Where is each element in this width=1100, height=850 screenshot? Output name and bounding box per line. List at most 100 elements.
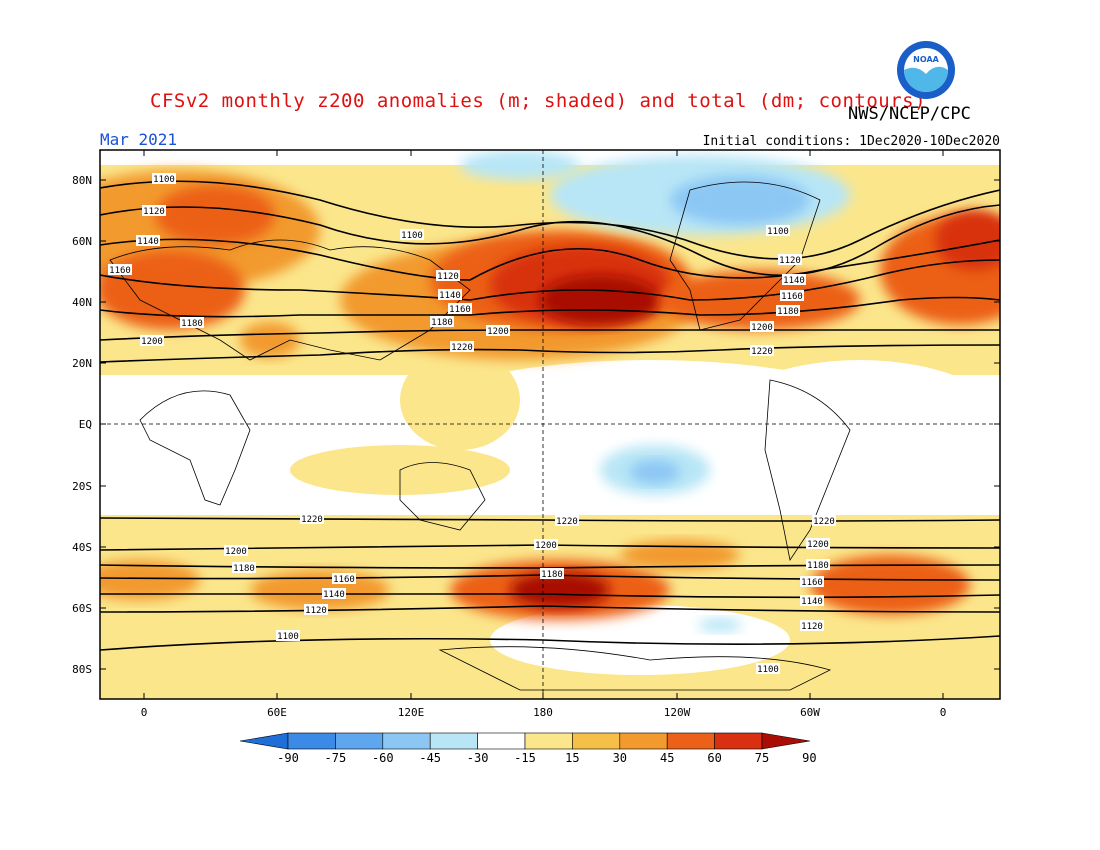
svg-text:1140: 1140	[783, 276, 805, 286]
svg-text:1160: 1160	[109, 266, 131, 276]
colorbar-label: 75	[755, 751, 769, 765]
agency-label: NWS/NCEP/CPC	[848, 104, 971, 124]
svg-text:1200: 1200	[141, 337, 163, 347]
contour-label: 1220	[750, 345, 774, 357]
contour-label: 1180	[180, 317, 204, 329]
colorbar-label: -15	[514, 751, 536, 765]
contour-label: 1140	[782, 274, 806, 286]
lon-label: 120E	[398, 706, 425, 719]
contour-label: 1200	[750, 321, 774, 333]
svg-text:1140: 1140	[439, 291, 461, 301]
svg-text:1200: 1200	[225, 547, 247, 557]
colorbar-swatch	[524, 732, 573, 750]
colorbar-swatch	[666, 732, 715, 750]
lon-label: 0	[940, 706, 947, 719]
contour-label: 1180	[776, 305, 800, 317]
contour-label: 1140	[322, 588, 346, 600]
colorbar-label: -60	[372, 751, 394, 765]
lat-label: 20N	[72, 357, 92, 370]
colorbar-swatch	[287, 732, 336, 750]
noaa-logo: NOAA	[897, 41, 955, 99]
contour-label: 1120	[304, 604, 328, 616]
contour-label: 1120	[778, 254, 802, 266]
svg-text:1180: 1180	[233, 564, 255, 574]
contour-label: 1160	[448, 303, 472, 315]
contour-label: 1160	[108, 264, 132, 276]
lon-axis: 0 60E 120E 180 120W 60W 0	[141, 150, 947, 719]
colorbar-arrow-left	[239, 732, 289, 750]
contour-label: 1180	[540, 568, 564, 580]
svg-text:1180: 1180	[181, 319, 203, 329]
svg-text:1100: 1100	[401, 231, 423, 241]
colorbar-label: 30	[613, 751, 627, 765]
contour-label: 1140	[438, 289, 462, 301]
lat-label: 40N	[72, 296, 92, 309]
contour-label: 1180	[806, 559, 830, 571]
contour-label: 1220	[812, 515, 836, 527]
svg-text:1220: 1220	[751, 347, 773, 357]
contour-label: 1160	[332, 573, 356, 585]
contour-label: 1140	[800, 595, 824, 607]
svg-text:1120: 1120	[779, 256, 801, 266]
svg-text:1160: 1160	[333, 575, 355, 585]
colorbar-swatch	[572, 732, 621, 750]
svg-text:1160: 1160	[449, 305, 471, 315]
svg-text:1100: 1100	[277, 632, 299, 642]
colorbar-label: -90	[277, 751, 299, 765]
lat-label: 60S	[72, 602, 92, 615]
svg-text:1200: 1200	[751, 323, 773, 333]
colorbar-label: 60	[707, 751, 721, 765]
contour-label: 1100	[400, 229, 424, 241]
contour-label: 1100	[152, 173, 176, 185]
contour-label: 1120	[800, 620, 824, 632]
lat-axis: 80N 60N 40N 20N EQ 20S 40S 60S 80S	[72, 174, 1000, 676]
anomaly-shading	[100, 150, 1000, 699]
lat-label: 40S	[72, 541, 92, 554]
contour-label: 1200	[224, 545, 248, 557]
lon-label: 0	[141, 706, 148, 719]
contour-label: 1140	[136, 235, 160, 247]
svg-text:1140: 1140	[137, 237, 159, 247]
colorbar-swatch	[619, 732, 668, 750]
lon-label: 60E	[267, 706, 287, 719]
svg-text:1180: 1180	[541, 570, 563, 580]
logo-text: NOAA	[913, 55, 939, 64]
svg-text:1120: 1120	[801, 622, 823, 632]
lat-label: 80S	[72, 663, 92, 676]
colorbar-swatch	[714, 732, 763, 750]
svg-text:1120: 1120	[437, 272, 459, 282]
svg-text:1160: 1160	[781, 292, 803, 302]
lat-label: EQ	[79, 418, 92, 431]
contour-label: 1180	[232, 562, 256, 574]
svg-text:1100: 1100	[767, 227, 789, 237]
svg-text:1180: 1180	[777, 307, 799, 317]
colorbar-label: 15	[565, 751, 579, 765]
contour-labels: 1100 1120 1140 1160 1180 1200 1100 1120 …	[108, 173, 836, 675]
colorbar-arrow-right	[761, 732, 811, 750]
contour-label: 1120	[436, 270, 460, 282]
lat-label: 80N	[72, 174, 92, 187]
colorbar-swatch	[335, 732, 384, 750]
svg-text:1140: 1140	[323, 590, 345, 600]
contour-label: 1200	[140, 335, 164, 347]
svg-text:1100: 1100	[153, 175, 175, 185]
svg-text:1180: 1180	[807, 561, 829, 571]
svg-text:1220: 1220	[451, 343, 473, 353]
contour-label: 1100	[766, 225, 790, 237]
colorbar-label: 90	[802, 751, 816, 765]
lon-label: 60W	[800, 706, 820, 719]
svg-text:1160: 1160	[801, 578, 823, 588]
contour-label: 1200	[806, 538, 830, 550]
contour-label: 1200	[534, 539, 558, 551]
contour-label: 1220	[450, 341, 474, 353]
svg-text:1120: 1120	[143, 207, 165, 217]
svg-text:1220: 1220	[813, 517, 835, 527]
lat-label: 20S	[72, 480, 92, 493]
colorbar-label: -45	[419, 751, 441, 765]
contour-label: 1100	[276, 630, 300, 642]
svg-text:1220: 1220	[556, 517, 578, 527]
colorbar-swatch	[429, 732, 478, 750]
svg-text:1220: 1220	[301, 515, 323, 525]
contour-label: 1100	[756, 663, 780, 675]
